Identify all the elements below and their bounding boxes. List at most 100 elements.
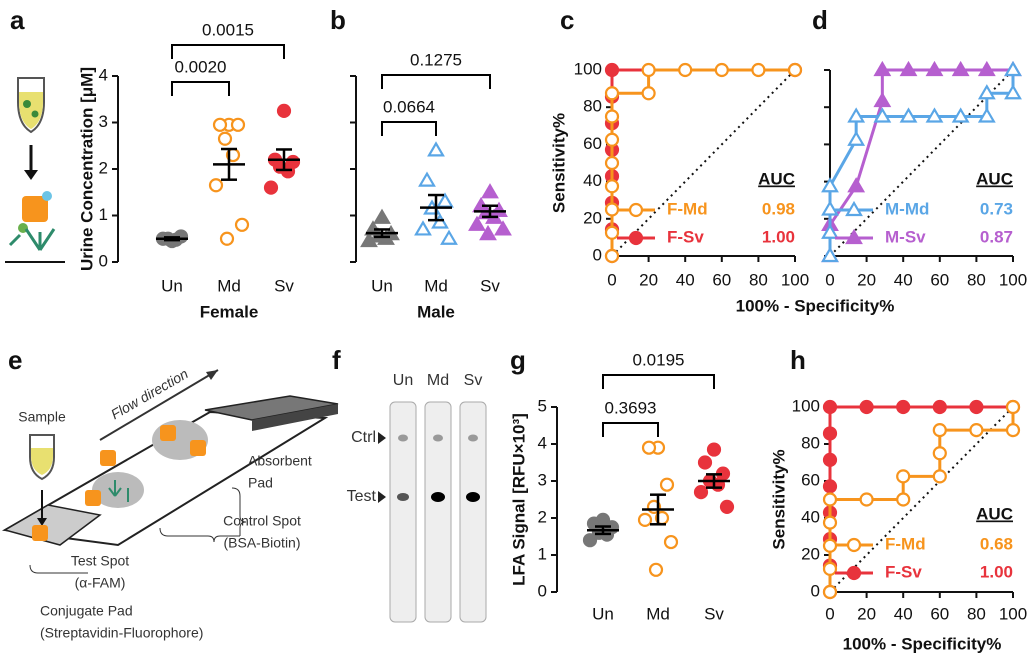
data-point	[663, 534, 679, 550]
data-point	[659, 477, 675, 492]
diagram-label: Absorbent	[248, 453, 312, 469]
data-point	[751, 62, 766, 78]
panel-letter: d	[812, 5, 828, 35]
data-point	[899, 107, 918, 123]
y-tick-label: 4	[99, 65, 108, 84]
spot-label: Ctrl	[351, 429, 376, 446]
data-point	[822, 399, 838, 415]
data-point	[431, 213, 449, 229]
legend-label: F-Sv	[667, 227, 704, 246]
y-tick-label: 80	[583, 97, 602, 116]
panel-letter: c	[560, 5, 574, 35]
x-tick-label: 20	[857, 604, 876, 623]
x-tick-label: 20	[639, 270, 658, 289]
data-point	[604, 86, 620, 101]
x-tick-label: 0	[607, 270, 616, 289]
data-point	[1004, 84, 1022, 100]
legend-auc: 0.73	[980, 199, 1013, 218]
diagram-label: (Streptavidin-Fluorophore)	[40, 625, 203, 641]
diagram-label: Conjugate Pad	[40, 603, 133, 619]
comparison-bracket	[171, 81, 230, 96]
data-point	[481, 183, 499, 199]
data-point	[925, 107, 944, 123]
data-point	[821, 200, 839, 216]
data-point	[697, 455, 713, 470]
legend-label: M-Sv	[885, 227, 926, 246]
legend-auc: 0.87	[980, 227, 1013, 246]
x-tick-label: 80	[749, 270, 768, 289]
y-tick-label: 4	[538, 433, 547, 452]
legend-marker	[628, 230, 644, 246]
p-value: 0.3693	[605, 398, 657, 417]
data-point	[604, 132, 620, 147]
legend-label: F-Sv	[885, 562, 922, 581]
x-tick-label: Un	[371, 276, 393, 295]
data-point	[822, 561, 838, 576]
reference-diagonal	[611, 69, 796, 257]
data-point	[977, 60, 996, 77]
data-point	[641, 62, 656, 78]
x-tick-label: 60	[930, 604, 949, 623]
legend-label: F-Md	[667, 199, 708, 218]
data-point	[899, 60, 918, 77]
data-point	[951, 60, 970, 77]
data-point	[969, 423, 984, 438]
data-point	[977, 84, 996, 100]
lane-label: Sv	[464, 372, 483, 389]
data-point	[641, 86, 656, 101]
diagram-label: Control Spot	[223, 513, 301, 529]
x-axis-label: Female	[200, 302, 259, 321]
legend-auc: 1.00	[762, 227, 795, 246]
y-tick-label: 1	[99, 205, 108, 224]
data-point	[440, 229, 458, 245]
data-point	[436, 192, 454, 208]
x-tick-label: 60	[930, 270, 949, 289]
legend-title: AUC	[976, 169, 1013, 188]
x-axis-label: 100% - Specificity%	[843, 634, 1002, 653]
legend-label: M-Md	[885, 199, 929, 218]
data-point	[859, 399, 874, 415]
x-axis-label: 100% - Specificity%	[736, 296, 895, 315]
lfa-diagram	[1, 369, 339, 574]
data-point	[693, 485, 709, 500]
p-value: 0.0020	[175, 57, 227, 76]
legend-marker	[845, 228, 863, 245]
panel-letter: f	[332, 345, 341, 375]
comparison-bracket	[381, 121, 437, 136]
data-point	[847, 130, 866, 146]
x-tick-label: 100	[999, 270, 1027, 289]
y-axis-label: Urine Concentration [μM]	[77, 67, 96, 271]
x-tick-label: 100	[999, 604, 1027, 623]
x-axis-label: Male	[417, 302, 455, 321]
y-tick-label: 2	[538, 507, 547, 526]
y-tick-label: 40	[801, 507, 820, 526]
data-point	[217, 131, 233, 146]
data-point	[468, 215, 486, 231]
data-point	[263, 180, 279, 195]
x-tick-label: 100	[781, 270, 809, 289]
p-value: 0.1275	[410, 50, 462, 69]
x-tick-label: 20	[857, 270, 876, 289]
data-point	[822, 492, 838, 507]
spot-label: Test	[347, 488, 377, 505]
data-point	[414, 220, 432, 236]
y-axis-label: Sensitivity%	[769, 449, 788, 549]
data-point	[951, 107, 970, 123]
reference-diagonal	[829, 406, 1014, 593]
data-point	[896, 469, 911, 484]
data-point	[582, 533, 598, 548]
y-tick-label: 5	[538, 396, 547, 415]
data-point	[648, 562, 664, 577]
comparison-bracket	[602, 422, 659, 437]
diagram-label: (α-FAM)	[75, 575, 126, 591]
data-point	[821, 177, 839, 193]
p-value: 0.0195	[633, 350, 685, 369]
y-tick-label: 80	[801, 433, 820, 452]
data-point	[234, 217, 250, 232]
y-tick-label: 100	[574, 59, 602, 78]
data-point	[706, 442, 722, 457]
data-point	[604, 225, 620, 240]
data-point	[427, 141, 445, 157]
data-point	[219, 231, 235, 246]
data-point	[637, 512, 653, 527]
